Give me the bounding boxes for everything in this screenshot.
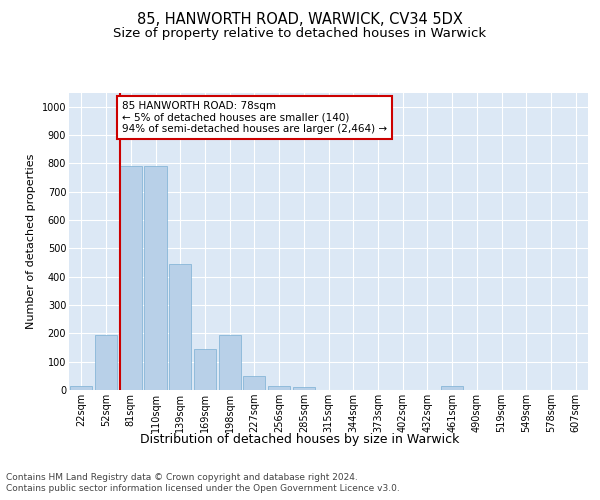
Bar <box>119 166 142 390</box>
Text: Contains public sector information licensed under the Open Government Licence v3: Contains public sector information licen… <box>6 484 400 493</box>
Bar <box>293 387 315 390</box>
Y-axis label: Number of detached properties: Number of detached properties <box>26 154 36 329</box>
Text: 85 HANWORTH ROAD: 78sqm
← 5% of detached houses are smaller (140)
94% of semi-de: 85 HANWORTH ROAD: 78sqm ← 5% of detached… <box>122 101 387 134</box>
Bar <box>95 335 117 390</box>
Text: Contains HM Land Registry data © Crown copyright and database right 2024.: Contains HM Land Registry data © Crown c… <box>6 472 358 482</box>
Bar <box>441 386 463 390</box>
Bar <box>218 335 241 390</box>
Text: 85, HANWORTH ROAD, WARWICK, CV34 5DX: 85, HANWORTH ROAD, WARWICK, CV34 5DX <box>137 12 463 28</box>
Bar <box>145 166 167 390</box>
Bar <box>268 386 290 390</box>
Text: Size of property relative to detached houses in Warwick: Size of property relative to detached ho… <box>113 28 487 40</box>
Bar <box>243 376 265 390</box>
Text: Distribution of detached houses by size in Warwick: Distribution of detached houses by size … <box>140 432 460 446</box>
Bar <box>194 349 216 390</box>
Bar <box>169 264 191 390</box>
Bar <box>70 386 92 390</box>
